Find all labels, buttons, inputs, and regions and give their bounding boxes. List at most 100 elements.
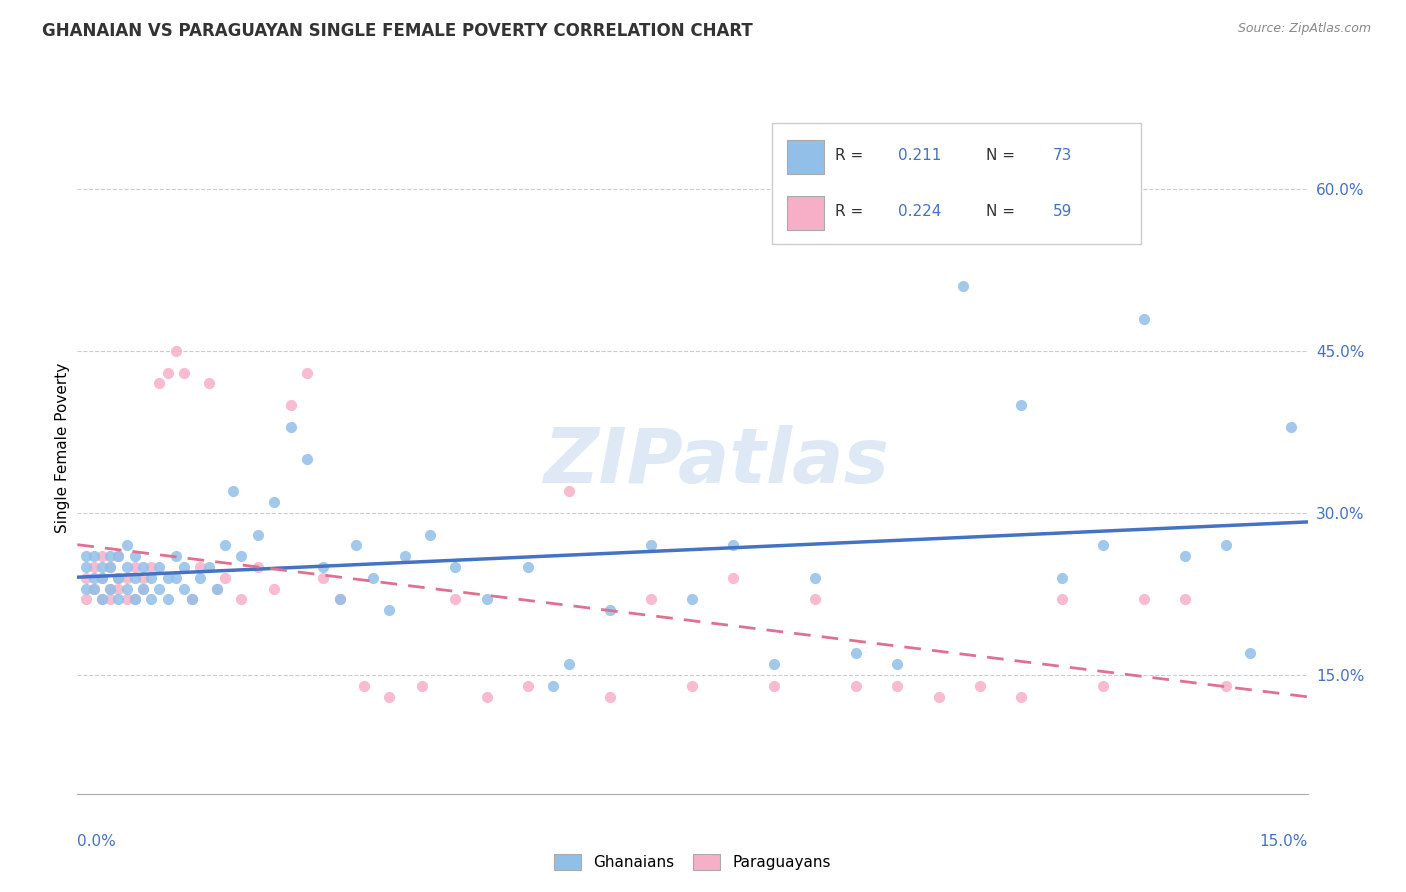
Point — [477, 592, 499, 607]
Point — [280, 419, 302, 434]
Point — [132, 582, 155, 596]
Point — [344, 538, 367, 552]
Point — [214, 538, 236, 552]
Legend: Ghanaians, Paraguayans: Ghanaians, Paraguayans — [548, 848, 837, 876]
Point — [141, 592, 163, 607]
Point — [156, 592, 179, 607]
Point — [517, 679, 540, 693]
Point — [75, 549, 97, 564]
Point — [90, 592, 114, 607]
Point — [477, 690, 499, 704]
Point — [115, 538, 138, 552]
Point — [107, 582, 129, 596]
Point — [1132, 311, 1154, 326]
Point — [181, 592, 204, 607]
Point — [107, 571, 129, 585]
Point — [75, 560, 97, 574]
Point — [845, 647, 868, 661]
Text: 15.0%: 15.0% — [1260, 834, 1308, 849]
Point — [165, 571, 187, 585]
Point — [107, 549, 129, 564]
Point — [107, 571, 129, 585]
Point — [222, 484, 245, 499]
Point — [98, 560, 121, 574]
Point — [312, 571, 335, 585]
Point — [952, 279, 974, 293]
Point — [246, 560, 269, 574]
Point — [804, 592, 827, 607]
Point — [181, 592, 204, 607]
Point — [599, 603, 621, 617]
Point — [90, 592, 114, 607]
Point — [1050, 571, 1073, 585]
Point — [394, 549, 416, 564]
Point — [246, 527, 269, 541]
Point — [263, 582, 285, 596]
Point — [124, 560, 146, 574]
Point — [231, 592, 253, 607]
Point — [115, 571, 138, 585]
Point — [378, 690, 401, 704]
Point — [214, 571, 236, 585]
Point — [1215, 538, 1237, 552]
Point — [98, 560, 121, 574]
Point — [419, 527, 441, 541]
Point — [378, 603, 401, 617]
Point — [558, 484, 581, 499]
Point — [98, 592, 121, 607]
Point — [1279, 419, 1302, 434]
Point — [763, 657, 786, 672]
Point — [115, 582, 138, 596]
Point — [1174, 549, 1197, 564]
Text: 0.0%: 0.0% — [77, 834, 117, 849]
Point — [90, 549, 114, 564]
Point — [115, 560, 138, 574]
Point — [98, 582, 121, 596]
Point — [124, 571, 146, 585]
Point — [1010, 398, 1032, 412]
Point — [205, 582, 228, 596]
Point — [1239, 647, 1261, 661]
Y-axis label: Single Female Poverty: Single Female Poverty — [55, 363, 70, 533]
Point — [124, 549, 146, 564]
Point — [156, 571, 179, 585]
Point — [1091, 679, 1114, 693]
Point — [353, 679, 375, 693]
Point — [75, 571, 97, 585]
Point — [295, 366, 318, 380]
Point — [599, 690, 621, 704]
Point — [141, 571, 163, 585]
Point — [517, 560, 540, 574]
Text: ZIPatlas: ZIPatlas — [544, 425, 890, 499]
Point — [132, 582, 155, 596]
Point — [443, 560, 465, 574]
Text: Source: ZipAtlas.com: Source: ZipAtlas.com — [1237, 22, 1371, 36]
Point — [83, 560, 105, 574]
Point — [83, 582, 105, 596]
Point — [723, 538, 745, 552]
Point — [148, 560, 170, 574]
Point — [173, 582, 195, 596]
Point — [1174, 592, 1197, 607]
Point — [640, 538, 662, 552]
Point — [83, 549, 105, 564]
Point — [1215, 679, 1237, 693]
Point — [90, 571, 114, 585]
Point — [83, 582, 105, 596]
Point — [1050, 592, 1073, 607]
Point — [682, 679, 704, 693]
Point — [98, 582, 121, 596]
Point — [682, 592, 704, 607]
Point — [188, 560, 212, 574]
Point — [188, 571, 212, 585]
Point — [124, 592, 146, 607]
Point — [197, 560, 219, 574]
Point — [132, 571, 155, 585]
Point — [411, 679, 433, 693]
Point — [312, 560, 335, 574]
Point — [640, 592, 662, 607]
Point — [75, 592, 97, 607]
Point — [263, 495, 285, 509]
Point — [329, 592, 352, 607]
Point — [115, 592, 138, 607]
